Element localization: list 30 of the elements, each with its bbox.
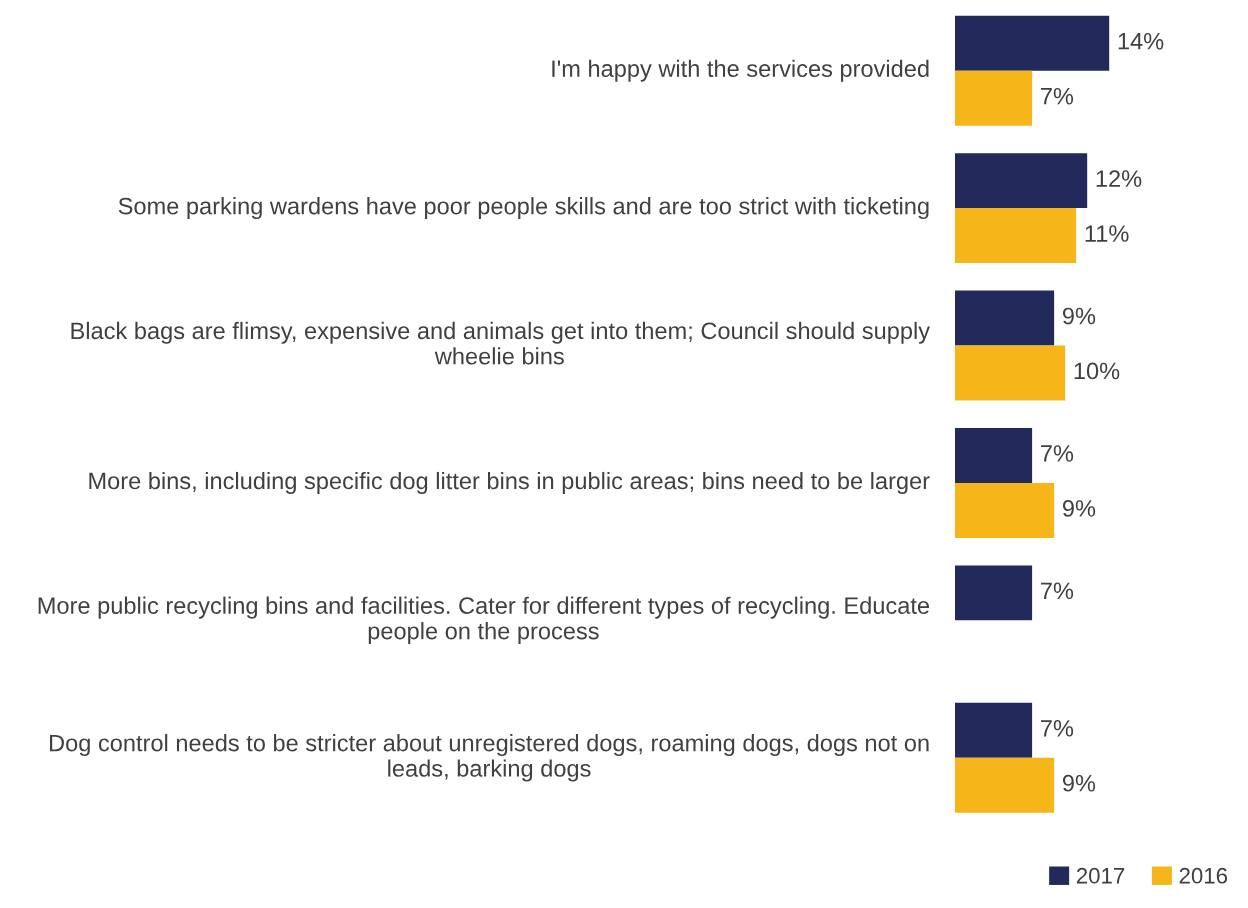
data-label: 7%	[1041, 582, 1074, 600]
legend-label: 2016	[1179, 867, 1228, 884]
bar	[955, 208, 1077, 264]
y-tick-label: More bins, including specific dog litter bins in public areas; bins need to be larger	[89, 471, 930, 494]
y-tick-label: More public recycling bins and facilities. Cater for different types of recycling. Educate people on the process	[38, 596, 930, 645]
bar	[955, 427, 1033, 483]
bar	[955, 345, 1066, 401]
data-label: 11%	[1085, 225, 1129, 242]
data-label: 9%	[1062, 774, 1096, 792]
data-label: 9%	[1062, 307, 1096, 325]
y-tick-label: Some parking wardens have poor people skills and are too strict with ticketing	[118, 197, 929, 220]
bar	[955, 757, 1055, 813]
data-label: 7%	[1041, 445, 1074, 462]
data-label: 12%	[1096, 170, 1142, 187]
y-tick-label: Dog control needs to be stricter about unregistered dogs, roaming dogs, dogs not on leads, barking dogs	[49, 734, 929, 782]
bar	[955, 290, 1055, 346]
bar	[955, 482, 1055, 538]
data-label: 14%	[1118, 32, 1164, 50]
y-tick-label: I'm happy with the services provided	[552, 59, 929, 82]
bar	[955, 565, 1033, 621]
legend-label: 2017	[1076, 867, 1125, 884]
bar	[955, 702, 1033, 758]
y-tick-label: Black bags are flimsy, expensive and animals get into them; Council should supply wheelie bins	[71, 321, 931, 365]
bar	[955, 15, 1110, 71]
data-label: 9%	[1062, 500, 1096, 517]
bar	[955, 153, 1088, 209]
bar	[955, 70, 1033, 126]
data-label: 10%	[1074, 362, 1120, 380]
data-label: 7%	[1041, 87, 1074, 105]
data-label: 7%	[1041, 720, 1074, 737]
